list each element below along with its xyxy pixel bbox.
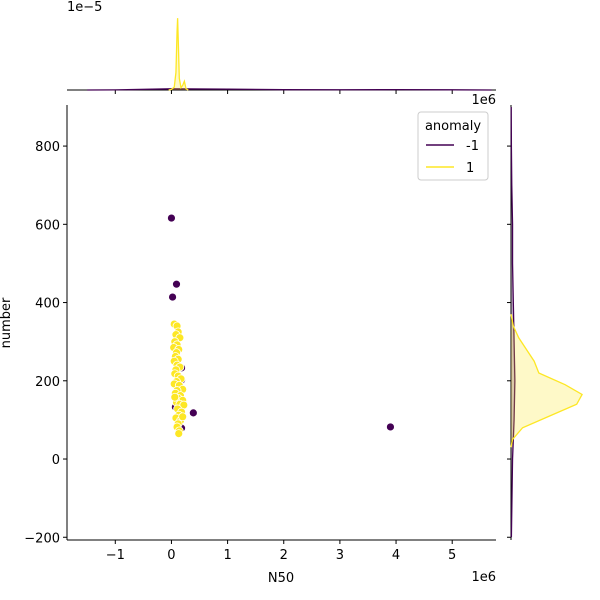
x-tick-label: 0 — [167, 548, 175, 563]
x-tick-label: −1 — [106, 548, 125, 563]
legend-box — [417, 111, 489, 181]
y-tick-label: 200 — [35, 375, 60, 390]
x-tick-label: 3 — [336, 548, 344, 563]
right-kde — [510, 106, 516, 538]
point — [167, 213, 176, 223]
right-kde-fill — [511, 314, 583, 448]
y-tick-label: 600 — [35, 218, 60, 233]
x-tick-label: 2 — [280, 548, 288, 563]
top-kde — [87, 88, 492, 91]
x-offset: 1e6 — [471, 570, 496, 585]
y-axis-label: number — [0, 297, 14, 348]
top-y-offset: 1e−5 — [67, 0, 102, 15]
point — [174, 429, 184, 438]
x-axis-label: N50 — [268, 571, 294, 586]
point — [170, 392, 180, 402]
point — [178, 412, 188, 422]
point — [386, 422, 395, 432]
point — [172, 279, 181, 289]
y-tick-label: −200 — [24, 531, 60, 546]
legend-label: 1 — [466, 161, 474, 176]
y-tick-label: 0 — [52, 453, 60, 468]
x-tick-label: 1 — [223, 548, 231, 563]
legend-label: -1 — [466, 139, 479, 154]
top-x-offset: 1e6 — [471, 93, 496, 108]
y-tick-label: 400 — [35, 297, 60, 312]
point — [188, 408, 198, 418]
right-kde — [510, 314, 583, 448]
legend-title: anomaly — [425, 119, 481, 134]
point — [168, 292, 177, 302]
y-tick-label: 800 — [35, 140, 60, 155]
x-tick-label: 4 — [392, 548, 400, 563]
x-tick-label: 5 — [448, 548, 456, 563]
top-kde — [168, 18, 189, 91]
